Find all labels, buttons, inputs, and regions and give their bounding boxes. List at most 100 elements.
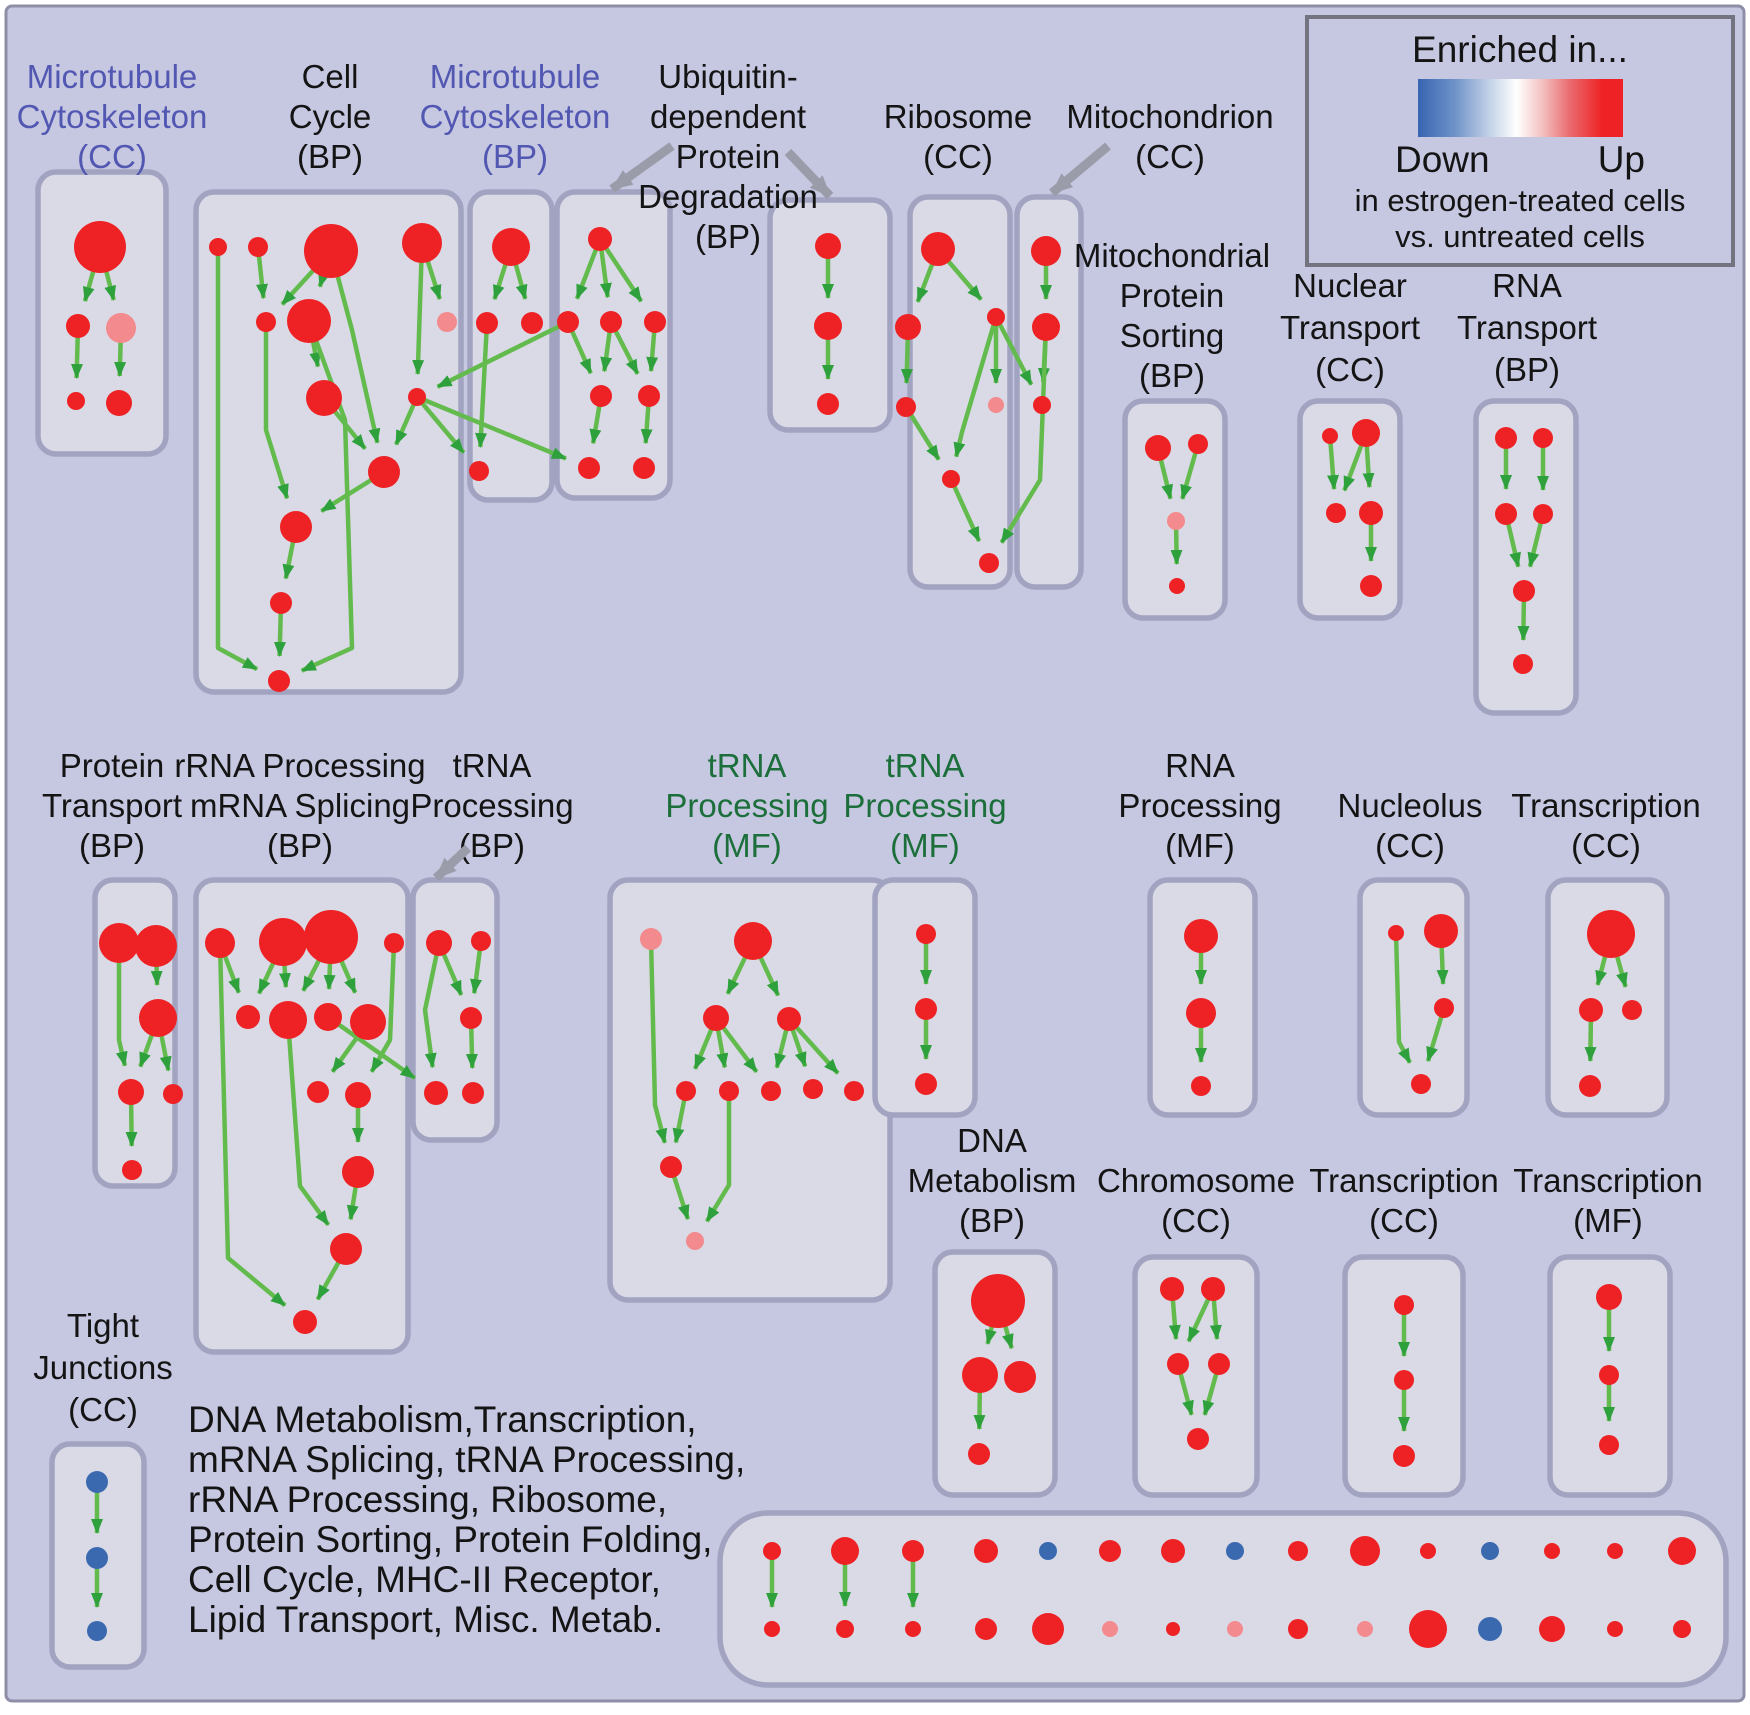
gene-node: [1359, 501, 1383, 525]
gene-node: [719, 1081, 739, 1101]
cluster-label-mito-sorting: Sorting: [1120, 317, 1225, 354]
gene-node: [1409, 1610, 1447, 1648]
edge-arrow: [904, 405, 941, 461]
gene-node: [916, 924, 936, 944]
gene-node: [975, 1618, 997, 1640]
gene-node: [492, 228, 530, 266]
gene-node: [1424, 914, 1458, 948]
cluster-label-mito-sorting: Mitochondrial: [1074, 237, 1270, 274]
gene-node: [259, 918, 307, 966]
edge-arrow: [285, 1019, 331, 1227]
gene-node: [87, 1621, 107, 1641]
legend-down-label: Down: [1395, 139, 1490, 180]
gene-node: [638, 385, 660, 407]
gene-node: [942, 470, 960, 488]
gene-node: [270, 592, 292, 614]
edge-arrow: [704, 1091, 732, 1223]
gene-node: [895, 314, 921, 340]
gene-node: [314, 1003, 342, 1031]
gene-node: [209, 238, 227, 256]
gene-node: [1596, 1284, 1622, 1310]
cluster-label-mito-sorting: Protein: [1120, 277, 1225, 314]
gene-node: [988, 397, 1004, 413]
cluster-label-chromosome: Chromosome: [1097, 1162, 1295, 1199]
edge-arrow: [328, 250, 381, 444]
annotation-arrow: [784, 148, 834, 200]
gene-node: [915, 1073, 937, 1095]
gene-node: [268, 670, 290, 692]
cluster-label-dna-metabolism: (BP): [959, 1202, 1025, 1239]
gene-node: [1579, 998, 1603, 1022]
cluster-label-microtubule-cc: Cytoskeleton: [17, 98, 208, 135]
gene-node: [1420, 1543, 1436, 1559]
gene-node: [644, 311, 666, 333]
gene-node: [1533, 428, 1553, 448]
gene-node: [921, 232, 955, 266]
cluster-label-cell-cycle: (BP): [297, 138, 363, 175]
annotation-arrow: [432, 844, 472, 882]
gene-node: [287, 299, 331, 343]
gene-node: [256, 312, 276, 332]
cluster-label-chromosome: (CC): [1161, 1202, 1231, 1239]
cluster-label-rna-processing-mf: RNA: [1165, 747, 1235, 784]
gene-node: [1587, 910, 1635, 958]
gene-node: [600, 311, 622, 333]
legend-gradient-bar: [1417, 79, 1623, 137]
gene-node: [205, 928, 235, 958]
cluster-label-ribosome: (CC): [923, 138, 993, 175]
annotation-arrow: [1049, 142, 1111, 197]
cluster-label-rrna: (BP): [267, 827, 333, 864]
gene-node: [106, 313, 136, 343]
cluster-box-nuclear-transport: [1297, 398, 1403, 621]
cluster-label-trna-bp: (BP): [459, 827, 525, 864]
gene-node: [66, 314, 90, 338]
gene-node: [1102, 1621, 1118, 1637]
legend-title: Enriched in...: [1412, 29, 1628, 70]
legend-subtitle-2: vs. untreated cells: [1395, 219, 1645, 254]
cluster-label-trna-mf-big: (MF): [712, 827, 782, 864]
gene-node: [905, 1621, 921, 1637]
gene-node: [1032, 1613, 1064, 1645]
gene-node: [777, 1007, 801, 1031]
gene-node: [640, 928, 662, 950]
gene-node: [1495, 503, 1517, 525]
gene-node: [469, 461, 489, 481]
edge-arrow: [436, 319, 570, 389]
gene-node: [763, 1542, 781, 1560]
edge-arrow: [953, 316, 999, 458]
gene-node: [814, 312, 842, 340]
gene-node: [915, 998, 937, 1020]
gene-node: [1167, 1353, 1189, 1375]
cluster-label-ribosome: Ribosome: [884, 98, 1033, 135]
cluster-label-microtubule-bp: Cytoskeleton: [420, 98, 611, 135]
gene-node: [269, 1001, 307, 1039]
gene-node: [1033, 396, 1051, 414]
cluster-label-nucleolus: (CC): [1375, 827, 1445, 864]
gene-node: [633, 457, 655, 479]
annotation-arrow: [609, 142, 675, 193]
gene-node: [1208, 1353, 1230, 1375]
gene-node: [135, 925, 177, 967]
gene-node: [1160, 1277, 1184, 1301]
edge-arrow: [422, 942, 442, 1069]
gene-node: [1599, 1435, 1619, 1455]
gene-node: [971, 1274, 1025, 1328]
cluster-box-rrna: [193, 877, 411, 1355]
gene-node: [307, 1081, 329, 1103]
gene-node: [1579, 1075, 1601, 1097]
gene-node: [293, 1310, 317, 1334]
legend: Enriched in... Down Up in estrogen-treat…: [1305, 15, 1735, 267]
gene-node: [1145, 435, 1171, 461]
gene-node: [1322, 428, 1338, 444]
gene-node: [86, 1547, 108, 1569]
edge-arrow: [412, 242, 425, 375]
gene-node: [280, 511, 312, 543]
edge-arrow: [475, 322, 490, 448]
cluster-label-dna-metabolism: DNA: [957, 1122, 1027, 1159]
gene-node: [304, 910, 358, 964]
cluster-label-nuclear-transport: Transport: [1280, 309, 1420, 346]
gene-node: [979, 553, 999, 573]
gene-node: [974, 1539, 998, 1563]
gene-node: [139, 999, 177, 1037]
